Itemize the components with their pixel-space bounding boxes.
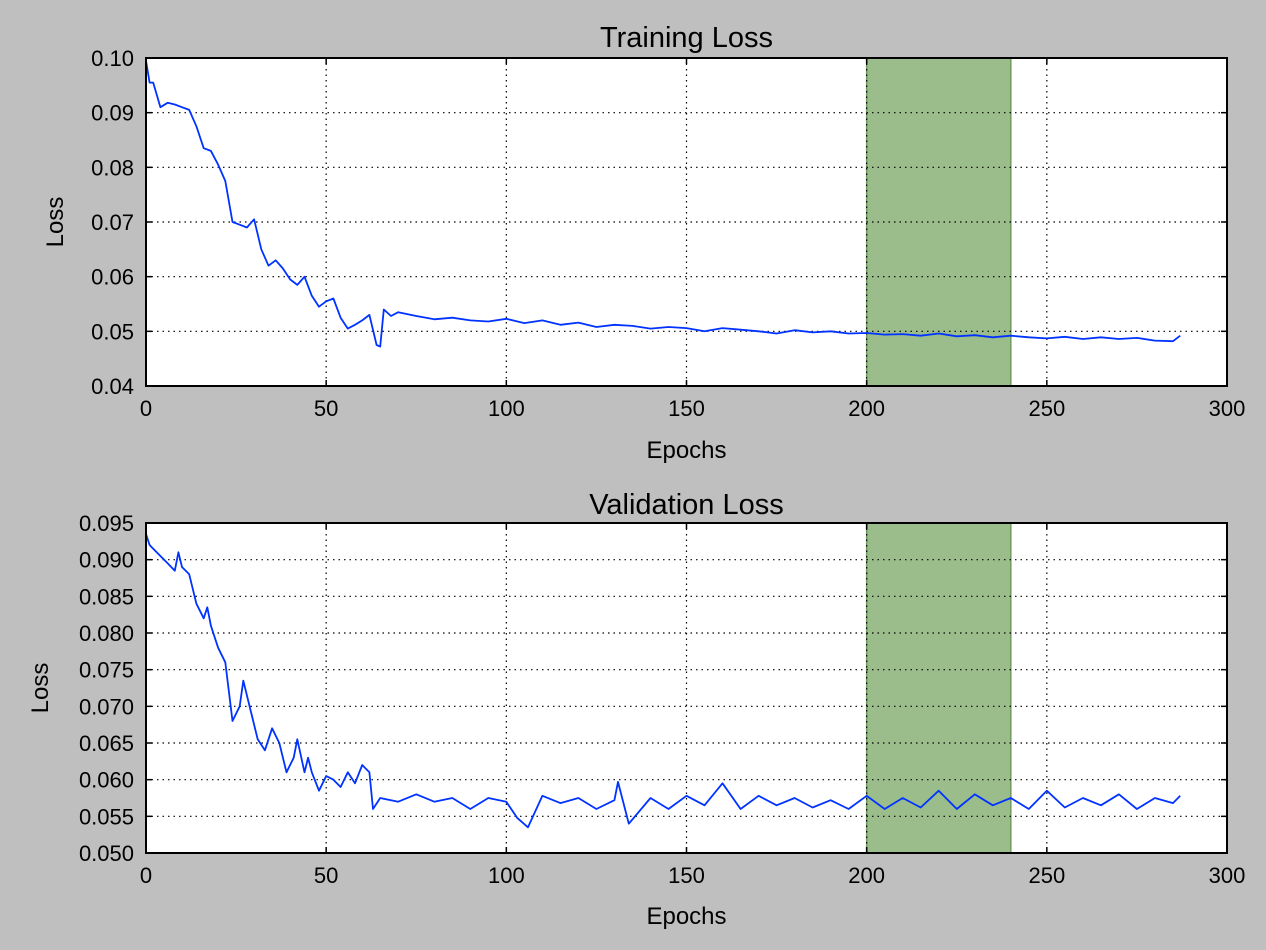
x-tick-label: 150 [668,396,705,421]
x-tick-label: 0 [140,863,152,888]
y-tick-label: 0.08 [91,155,134,180]
y-axis-label: Loss [27,663,54,714]
x-tick-label: 150 [668,863,705,888]
x-tick-label: 0 [140,396,152,421]
y-tick-label: 0.09 [91,101,134,126]
y-tick-label: 0.055 [79,804,134,829]
x-tick-label: 300 [1209,396,1246,421]
x-tick-label: 50 [314,863,338,888]
chart-panel-1: 0 50 100 150 200 250 300 0.04 0.05 0.06 0.07 0.08 0.… [42,22,1245,464]
x-axis-label: Epochs [646,437,726,464]
y-tick-label: 0.050 [79,841,134,866]
x-tick-label: 50 [314,396,338,421]
x-tick-label: 250 [1028,863,1065,888]
x-tick-label: 100 [488,863,525,888]
x-tick-label: 200 [848,396,885,421]
x-tick-label: 300 [1209,863,1246,888]
series-line-1 [145,533,1181,829]
y-tick-label: 0.06 [91,265,134,290]
y-tick-label: 0.10 [91,46,134,71]
x-axis-label: Epochs [646,903,726,930]
x-tick-label: 250 [1028,396,1065,421]
y-tick-label: 0.075 [79,658,134,683]
y-tick-label: 0.07 [91,210,134,235]
x-tick-label: 200 [848,863,885,888]
y-tick-label: 0.065 [79,731,134,756]
y-tick-label: 0.060 [79,768,134,793]
series-line-1 [145,60,1181,348]
y-tick-label: 0.095 [79,511,134,536]
chart-title: Training Loss [600,22,773,54]
chart-panel-2: 0 50 100 150 200 250 300 0.050 0.055 0.060 0.065 0.… [27,489,1245,930]
chart-title: Validation Loss [589,489,784,521]
y-tick-label: 0.080 [79,621,134,646]
y-axis-label: Loss [42,197,69,248]
y-tick-label: 0.05 [91,319,134,344]
y-tick-label: 0.090 [79,548,134,573]
y-tick-label: 0.04 [91,374,134,399]
y-tick-label: 0.085 [79,584,134,609]
x-tick-label: 100 [488,396,525,421]
y-tick-label: 0.070 [79,694,134,719]
